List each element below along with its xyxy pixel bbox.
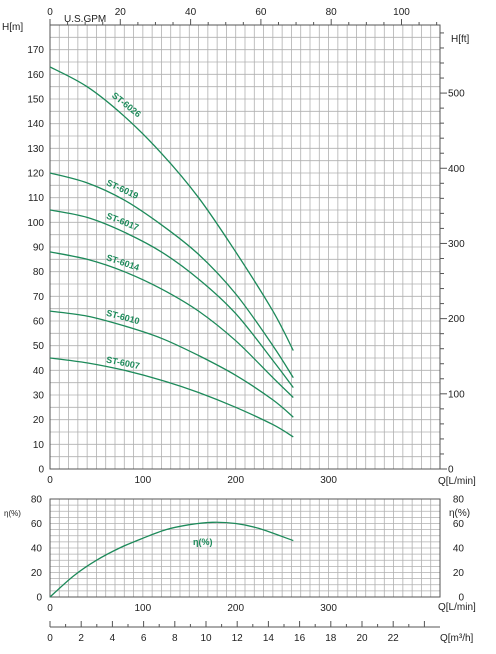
flow-tick-label: 200 bbox=[227, 475, 244, 486]
flow-tick-label: 0 bbox=[47, 475, 53, 486]
curve-st-6019 bbox=[49, 172, 294, 379]
ft-tick-label: 100 bbox=[448, 389, 465, 400]
m3h-tick-label: 14 bbox=[263, 633, 275, 644]
gpm-axis-label: U.S.GPM bbox=[64, 14, 106, 25]
flow-tick-label: 300 bbox=[320, 475, 337, 486]
ft-tick-label: 300 bbox=[448, 239, 465, 250]
efficiency-curve-label: η(%) bbox=[193, 537, 213, 547]
efficiency-tick-label-left: 80 bbox=[31, 495, 43, 506]
head-chart-frame bbox=[49, 24, 441, 470]
efficiency-tick-label-left: 60 bbox=[31, 519, 43, 530]
efficiency-tick-label-left: 0 bbox=[36, 593, 42, 604]
ft-tick-label: 200 bbox=[448, 314, 465, 325]
head-tick-label: 0 bbox=[38, 465, 44, 476]
head-tick-label: 40 bbox=[33, 366, 45, 377]
head-tick-label: 160 bbox=[27, 70, 44, 81]
curve-label-st-6010: ST-6010 bbox=[105, 308, 140, 326]
head-chart-grid bbox=[49, 24, 441, 470]
curve-st-6017 bbox=[49, 209, 294, 388]
head-axis-label-right: H[ft] bbox=[451, 34, 470, 45]
m3h-tick-label: 4 bbox=[110, 633, 116, 644]
head-tick-label: 30 bbox=[33, 391, 45, 402]
m3h-tick-label: 8 bbox=[172, 633, 178, 644]
head-tick-label: 10 bbox=[33, 440, 45, 451]
efficiency-tick-label-right: 60 bbox=[453, 519, 465, 530]
curve-st-6010 bbox=[49, 310, 294, 418]
head-tick-label: 70 bbox=[33, 292, 45, 303]
curve-label-st-6014: ST-6014 bbox=[105, 252, 140, 272]
flow-axis-label-efficiency: Q[L/min] bbox=[438, 602, 476, 613]
efficiency-chart-grid bbox=[49, 498, 441, 598]
efficiency-axis-label-left: η(%) bbox=[4, 509, 21, 518]
m3h-tick-label: 0 bbox=[47, 633, 53, 644]
head-axis-label-left: H[m] bbox=[2, 22, 23, 33]
gpm-tick-label: 0 bbox=[47, 7, 53, 18]
axes: 0102030405060708090100110120130140150160… bbox=[27, 7, 465, 644]
head-tick-label: 120 bbox=[27, 169, 44, 180]
flow-axis-label-main: Q[L/min] bbox=[438, 476, 476, 487]
efficiency-tick-label-right: 20 bbox=[453, 568, 465, 579]
head-tick-label: 150 bbox=[27, 95, 44, 106]
head-tick-label: 20 bbox=[33, 415, 45, 426]
curve-st-6014 bbox=[49, 251, 294, 398]
m3h-tick-label: 2 bbox=[78, 633, 84, 644]
head-tick-label: 130 bbox=[27, 144, 44, 155]
curve-label-st-6017: ST-6017 bbox=[105, 211, 140, 233]
gpm-tick-label: 40 bbox=[185, 7, 197, 18]
m3h-tick-label: 18 bbox=[325, 633, 337, 644]
efficiency-tick-label-right: 40 bbox=[453, 544, 465, 555]
curve-label-st-6007: ST-6007 bbox=[105, 355, 140, 371]
curve-st-6026 bbox=[49, 66, 294, 351]
efficiency-chart-frame bbox=[49, 498, 441, 598]
flow-tick-label: 100 bbox=[135, 475, 152, 486]
efficiency-axis-label-right: η(%) bbox=[449, 508, 470, 519]
m3h-tick-label: 20 bbox=[356, 633, 368, 644]
head-tick-label: 110 bbox=[28, 193, 44, 204]
efficiency-curve bbox=[49, 521, 294, 598]
ft-tick-label: 0 bbox=[448, 465, 454, 476]
m3h-tick-label: 22 bbox=[388, 633, 400, 644]
head-tick-label: 100 bbox=[27, 218, 44, 229]
curve-st-6007 bbox=[49, 357, 294, 438]
gpm-tick-label: 20 bbox=[115, 7, 127, 18]
curve-efficiency bbox=[49, 521, 294, 598]
m3h-tick-label: 16 bbox=[294, 633, 306, 644]
gpm-tick-label: 100 bbox=[393, 7, 410, 18]
head-tick-label: 60 bbox=[33, 317, 45, 328]
gpm-tick-label: 60 bbox=[255, 7, 267, 18]
gpm-tick-label: 80 bbox=[326, 7, 338, 18]
head-tick-label: 80 bbox=[33, 267, 45, 278]
head-curves: ST-6026ST-6019ST-6017ST-6014ST-6010ST-60… bbox=[49, 66, 294, 438]
m3h-axis-label: Q[m³/h] bbox=[440, 633, 474, 644]
m3h-tick-label: 10 bbox=[200, 633, 212, 644]
flow-tick-label: 300 bbox=[320, 603, 337, 614]
flow-tick-label: 0 bbox=[47, 603, 53, 614]
efficiency-tick-label-left: 40 bbox=[31, 544, 43, 555]
head-tick-label: 50 bbox=[33, 341, 45, 352]
head-tick-label: 170 bbox=[27, 45, 44, 56]
efficiency-tick-label-right: 0 bbox=[458, 593, 464, 604]
ft-tick-label: 400 bbox=[448, 164, 465, 175]
efficiency-tick-label-right: 80 bbox=[453, 495, 465, 506]
head-tick-label: 140 bbox=[27, 119, 44, 130]
flow-tick-label: 200 bbox=[227, 603, 244, 614]
head-tick-label: 90 bbox=[33, 243, 45, 254]
m3h-tick-label: 12 bbox=[232, 633, 244, 644]
ft-tick-label: 500 bbox=[448, 89, 465, 100]
m3h-tick-label: 6 bbox=[141, 633, 147, 644]
efficiency-tick-label-left: 20 bbox=[31, 568, 43, 579]
flow-tick-label: 100 bbox=[135, 603, 152, 614]
